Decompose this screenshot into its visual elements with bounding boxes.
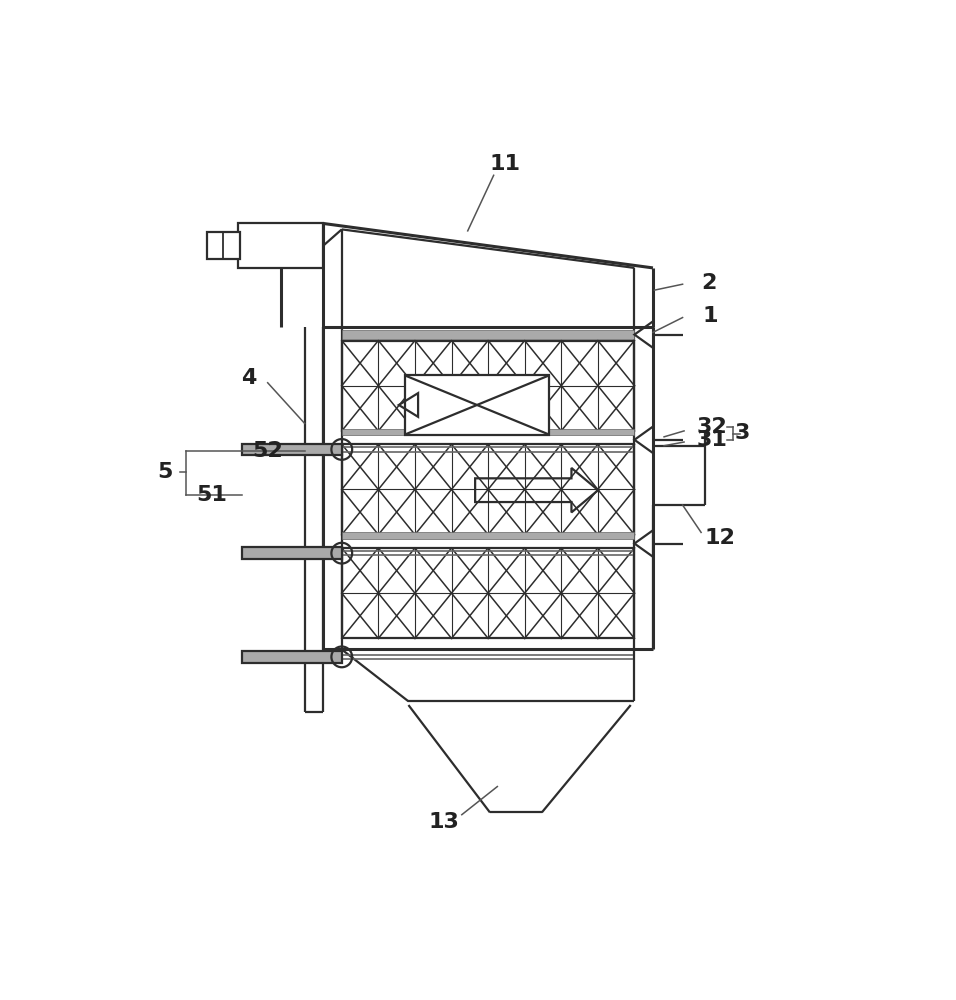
Text: 11: 11 bbox=[489, 154, 520, 174]
Text: 51: 51 bbox=[197, 485, 228, 505]
Bar bbox=[206, 232, 240, 259]
Bar bbox=[341, 429, 635, 435]
Text: 52: 52 bbox=[252, 441, 283, 461]
Text: 12: 12 bbox=[705, 528, 735, 548]
Text: 2: 2 bbox=[701, 273, 716, 293]
Bar bbox=[341, 341, 635, 431]
Text: 13: 13 bbox=[428, 812, 460, 832]
Text: 32: 32 bbox=[697, 417, 728, 437]
Text: 31: 31 bbox=[697, 430, 728, 450]
Bar bbox=[242, 547, 342, 559]
Text: 4: 4 bbox=[242, 368, 257, 388]
Text: 3: 3 bbox=[734, 423, 750, 443]
Bar bbox=[242, 444, 342, 455]
Bar bbox=[341, 548, 635, 638]
Bar bbox=[404, 375, 549, 435]
Bar bbox=[238, 223, 323, 268]
Bar bbox=[341, 330, 635, 339]
Text: 1: 1 bbox=[703, 306, 719, 326]
Bar bbox=[242, 651, 342, 663]
Bar bbox=[341, 444, 635, 535]
Text: 5: 5 bbox=[158, 462, 173, 482]
Bar bbox=[341, 532, 635, 539]
